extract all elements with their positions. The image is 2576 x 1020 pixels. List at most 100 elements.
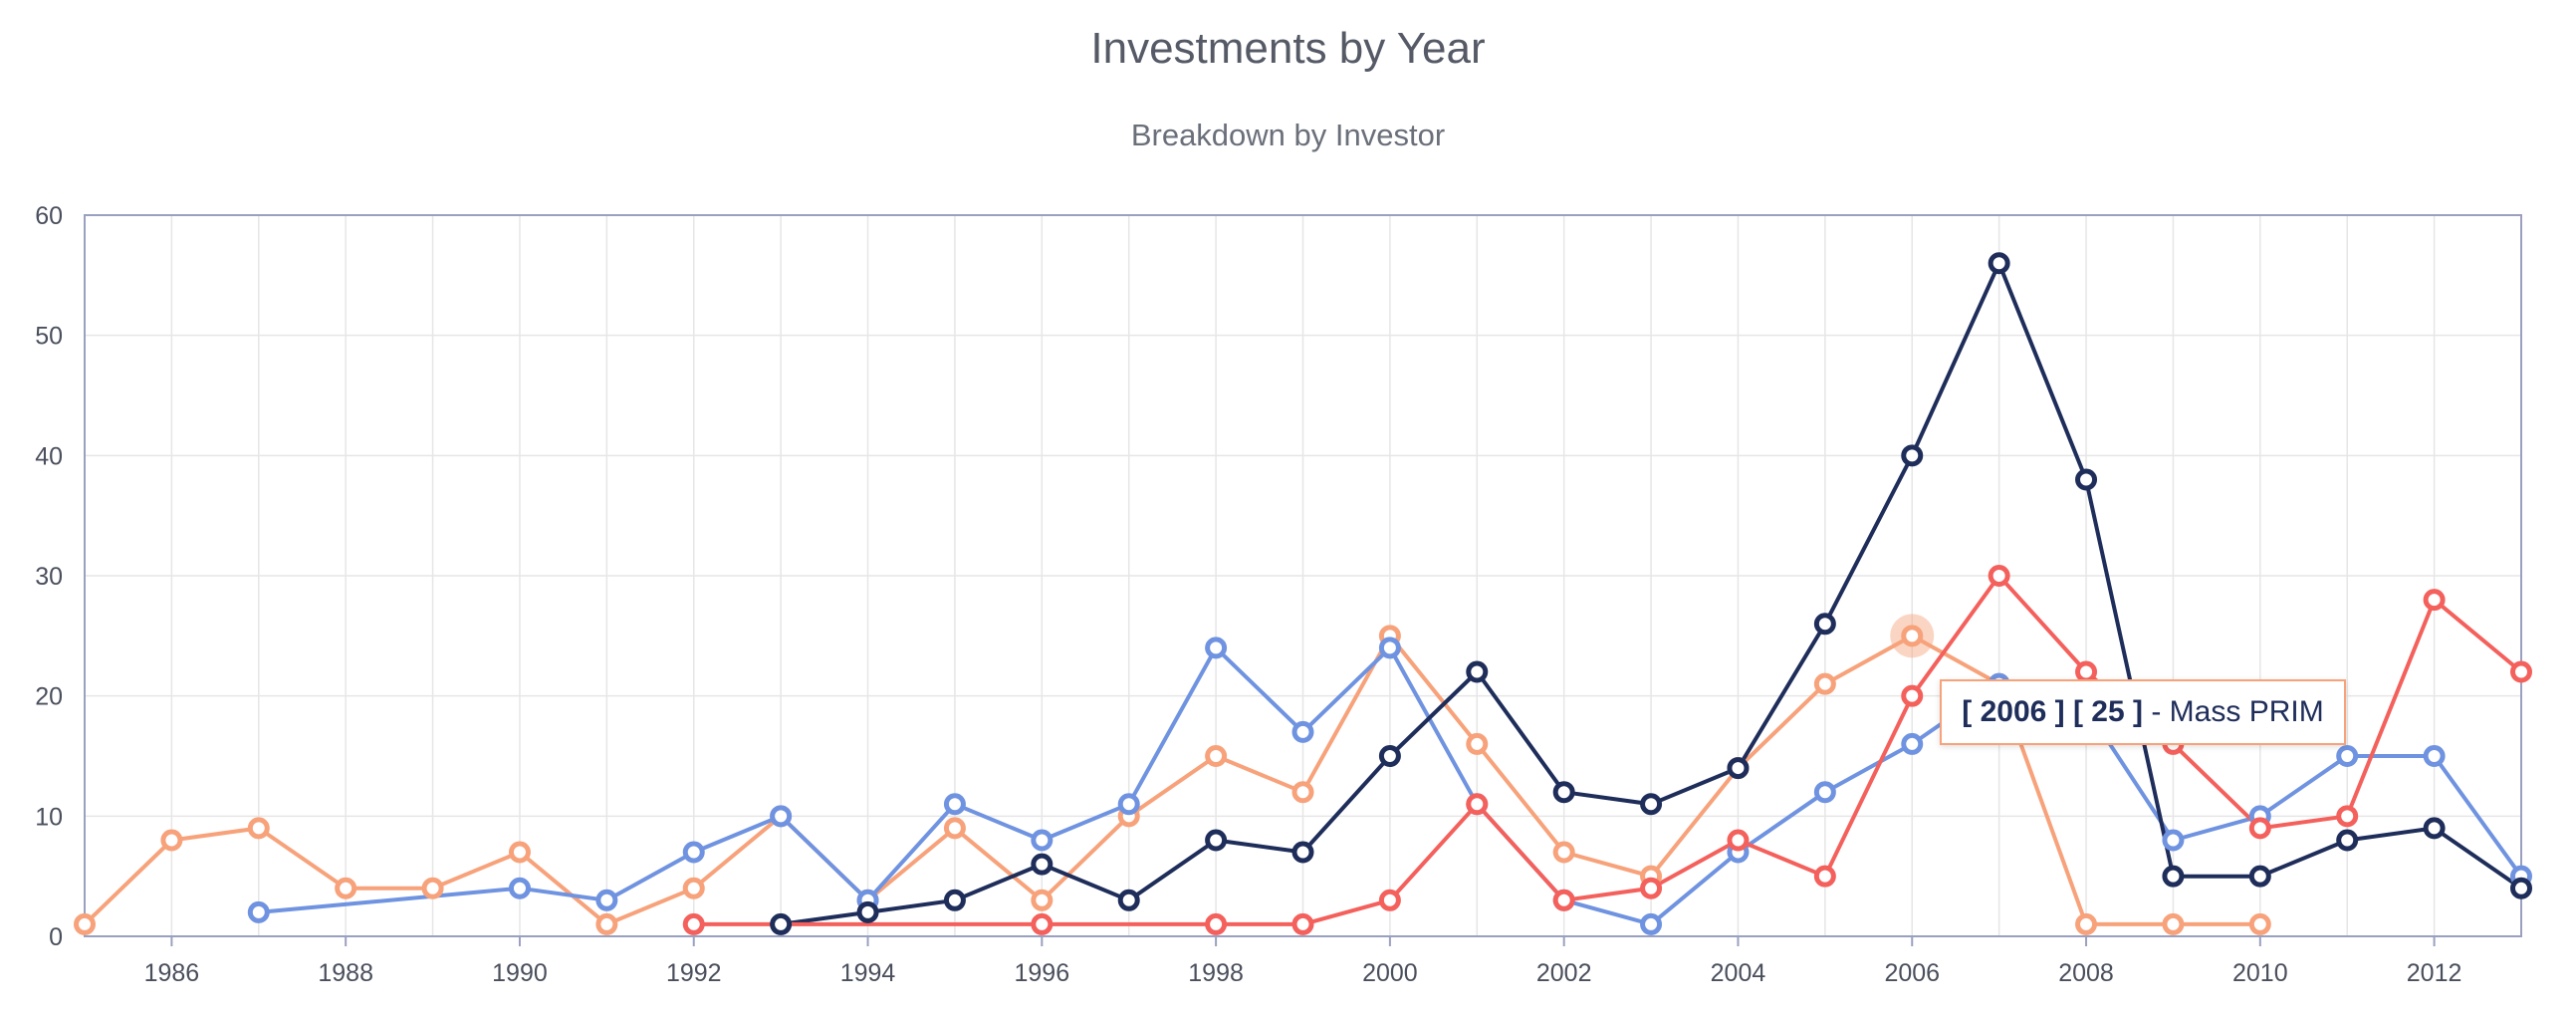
data-point[interactable]	[421, 877, 444, 899]
data-point[interactable]	[1813, 672, 1836, 695]
x-tick-label: 1994	[840, 959, 896, 987]
data-point[interactable]	[2162, 912, 2185, 935]
x-tick-label: 1996	[1015, 959, 1070, 987]
data-point[interactable]	[1466, 793, 1489, 816]
data-point[interactable]	[2162, 829, 2185, 852]
axes: 0 10 20 30 40 50 60 1986 1988 1990 1992 1994 1996 199…	[35, 202, 2522, 987]
tooltip-x-value: [ 2006 ]	[1962, 695, 2065, 729]
data-point[interactable]	[943, 817, 966, 840]
data-point[interactable]	[2510, 877, 2532, 899]
data-point[interactable]	[247, 900, 270, 923]
data-point[interactable]	[2248, 817, 2271, 840]
data-point[interactable]	[1901, 684, 1924, 707]
y-tick-label: 60	[35, 202, 63, 230]
data-point[interactable]	[2162, 865, 2185, 888]
data-point[interactable]	[2075, 660, 2098, 683]
data-point[interactable]	[1901, 625, 1924, 647]
data-point[interactable]	[1640, 793, 1663, 816]
data-point[interactable]	[1640, 912, 1663, 935]
x-tick-label: 2012	[2407, 959, 2462, 987]
data-point[interactable]	[2075, 912, 2098, 935]
y-tick-label: 0	[49, 923, 63, 951]
series-points[interactable]	[74, 252, 2532, 935]
data-point[interactable]	[1466, 660, 1489, 683]
data-point[interactable]	[2423, 745, 2446, 767]
data-point[interactable]	[682, 841, 705, 864]
data-point[interactable]	[2075, 468, 2098, 491]
data-point[interactable]	[1205, 637, 1228, 659]
y-tick-label: 50	[35, 323, 63, 351]
series-line-1	[83, 634, 2260, 926]
chart-tooltip: [ 2006 ] [ 25 ] - Mass PRIM	[1940, 679, 2346, 746]
x-tick-label: 2004	[1711, 959, 1766, 987]
data-point[interactable]	[1813, 613, 1836, 636]
data-point[interactable]	[1291, 841, 1314, 864]
data-point[interactable]	[770, 912, 793, 935]
data-point[interactable]	[1117, 793, 1140, 816]
data-point[interactable]	[1378, 637, 1401, 659]
x-tick-label: 1988	[318, 959, 373, 987]
data-point[interactable]	[2510, 660, 2532, 683]
data-point[interactable]	[1291, 912, 1314, 935]
data-point[interactable]	[1640, 877, 1663, 899]
data-point[interactable]	[1378, 745, 1401, 767]
data-point[interactable]	[770, 805, 793, 828]
data-point[interactable]	[1466, 732, 1489, 755]
data-point[interactable]	[1552, 841, 1575, 864]
data-point[interactable]	[1901, 732, 1924, 755]
data-point[interactable]	[74, 912, 96, 935]
data-point[interactable]	[508, 877, 531, 899]
data-point[interactable]	[1813, 781, 1836, 804]
data-point[interactable]	[1727, 757, 1750, 780]
data-point[interactable]	[2248, 912, 2271, 935]
data-point[interactable]	[943, 793, 966, 816]
x-tick-label: 2010	[2232, 959, 2288, 987]
data-point[interactable]	[1552, 781, 1575, 804]
data-point[interactable]	[1031, 889, 1054, 911]
data-point[interactable]	[1117, 889, 1140, 911]
tooltip-y-value: [ 25 ]	[2072, 695, 2144, 729]
data-point[interactable]	[1552, 889, 1575, 911]
data-point[interactable]	[1988, 252, 2010, 275]
data-point[interactable]	[595, 912, 618, 935]
data-point[interactable]	[1205, 829, 1228, 852]
data-point[interactable]	[335, 877, 357, 899]
y-tick-label: 20	[35, 683, 63, 711]
data-point[interactable]	[1291, 720, 1314, 743]
data-point[interactable]	[247, 817, 270, 840]
data-point[interactable]	[2336, 805, 2359, 828]
data-point[interactable]	[682, 912, 705, 935]
plot-border	[84, 214, 2522, 937]
data-point[interactable]	[1727, 829, 1750, 852]
x-tick-label: 1990	[492, 959, 548, 987]
data-point[interactable]	[2336, 829, 2359, 852]
x-tick-label: 2006	[1884, 959, 1940, 987]
data-point[interactable]	[2423, 817, 2446, 840]
data-point[interactable]	[1031, 912, 1054, 935]
y-tick-label: 30	[35, 563, 63, 591]
data-point[interactable]	[2248, 865, 2271, 888]
data-point[interactable]	[2423, 589, 2446, 612]
y-tick-label: 10	[35, 803, 63, 831]
data-point[interactable]	[682, 877, 705, 899]
data-point[interactable]	[1031, 829, 1054, 852]
data-point[interactable]	[1205, 745, 1228, 767]
data-point[interactable]	[1378, 889, 1401, 911]
data-point[interactable]	[1988, 565, 2010, 587]
data-point[interactable]	[943, 889, 966, 911]
x-tick-label: 1992	[666, 959, 722, 987]
data-point[interactable]	[1205, 912, 1228, 935]
chart-subtitle: Breakdown by Investor	[1130, 118, 1446, 152]
data-point[interactable]	[1031, 853, 1054, 876]
data-point[interactable]	[595, 889, 618, 911]
x-tick-label: 2008	[2058, 959, 2114, 987]
data-point[interactable]	[1813, 865, 1836, 888]
data-point[interactable]	[1291, 781, 1314, 804]
data-point[interactable]	[160, 829, 183, 852]
x-tick-label: 1998	[1188, 959, 1244, 987]
data-point[interactable]	[856, 900, 879, 923]
data-point[interactable]	[508, 841, 531, 864]
data-point[interactable]	[2336, 745, 2359, 767]
data-point[interactable]	[1901, 444, 1924, 467]
